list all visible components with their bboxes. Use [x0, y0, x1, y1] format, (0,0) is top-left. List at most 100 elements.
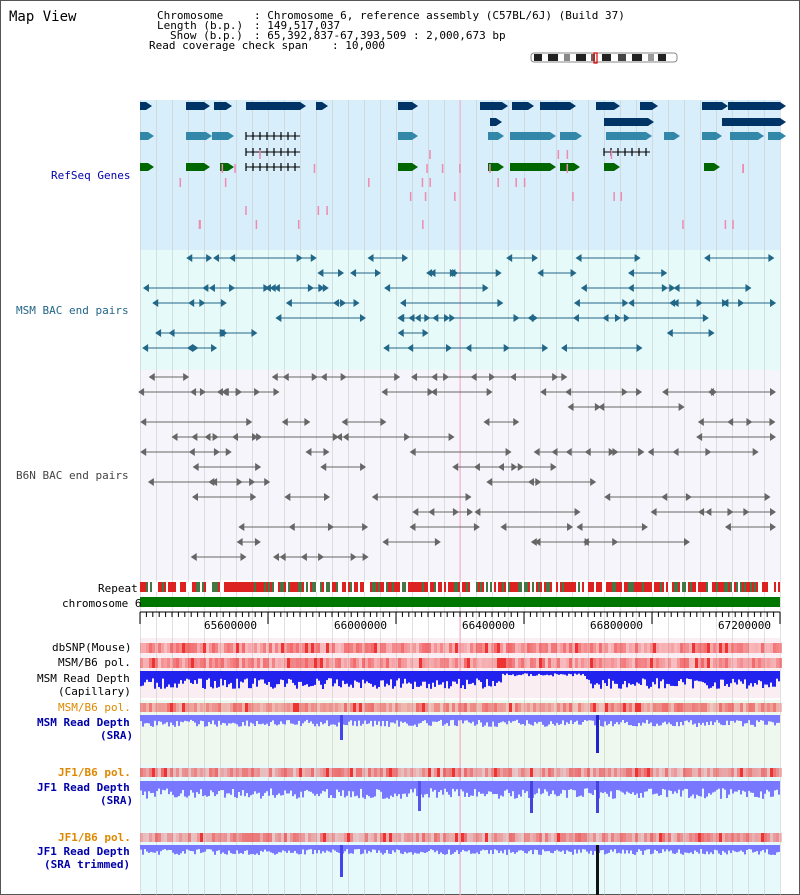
msm-depth-sra-bar	[724, 715, 726, 726]
repeat-segment	[162, 582, 164, 592]
jf1-depth-sra-label[interactable]: JF1 Read Depth	[37, 781, 130, 794]
msm-depth-cap-bar	[728, 671, 730, 687]
refseq-tick	[441, 164, 444, 173]
msm-pol-2-strip	[641, 703, 644, 712]
repeat-segment	[218, 582, 220, 592]
repeat-segment	[332, 582, 334, 592]
jf1-depth-trim-bar	[508, 845, 510, 850]
jf1-depth-sra-bar	[432, 781, 434, 792]
jf1-depth-trim-label[interactable]: JF1 Read Depth	[37, 845, 130, 858]
msm-pol-strip	[248, 658, 251, 668]
msm-pol-2-label[interactable]: MSM/B6 pol.	[58, 701, 131, 714]
jf1-pol-2-label[interactable]: JF1/B6 pol.	[58, 831, 131, 844]
refseq-arrow	[300, 102, 306, 110]
jf1-pol-1-label[interactable]: JF1/B6 pol.	[58, 766, 131, 779]
jf1-pol-1-strip	[581, 768, 584, 777]
jf1-pol-2-strip	[260, 833, 263, 842]
jf1-depth-trim-bar	[410, 845, 412, 853]
msm-depth-cap-bar	[366, 671, 368, 682]
msm-depth-cap-bar	[368, 671, 370, 683]
msm-pol-strip	[728, 658, 731, 668]
jf1-pol-1-strip	[728, 768, 731, 777]
jf1-depth-trim-bar	[756, 845, 758, 852]
msm-pol-strip	[608, 658, 611, 668]
b6n-bac-end	[752, 448, 759, 456]
jf1-pol-2-strip	[743, 833, 746, 842]
repeat-label[interactable]: Repeat	[98, 582, 138, 595]
msm-depth-sra-label[interactable]: MSM Read Depth	[37, 716, 130, 729]
gridline	[476, 100, 477, 895]
msm-pol-2-strip	[305, 703, 308, 712]
msm-bac-end	[221, 329, 228, 337]
jf1-depth-sra-bar	[324, 781, 326, 792]
msm-depth-cap-bar	[522, 671, 524, 675]
msm-depth-sra-bar	[582, 715, 584, 722]
msm-pol-strip	[143, 658, 146, 668]
dbsnp-strip	[431, 643, 434, 653]
jf1-pol-1-strip	[260, 768, 263, 777]
dbsnp-strip	[251, 643, 254, 653]
jf1-pol-2-strip	[212, 833, 215, 842]
msm-pol-label[interactable]: MSM/B6 pol.	[58, 656, 131, 669]
msm-pol-strip	[713, 658, 716, 668]
repeat-segment	[430, 582, 432, 592]
jf1-depth-sra-bar	[444, 781, 446, 789]
jf1-pol-2-strip	[395, 833, 398, 842]
repeat-segment	[566, 582, 568, 592]
msm-depth-cap-bar	[630, 671, 632, 685]
msm-depth-cap-label[interactable]: MSM Read Depth	[37, 672, 130, 685]
jf1-depth-trim-bar	[324, 845, 326, 853]
repeat-segment	[292, 582, 294, 592]
jf1-depth-trim-bar	[750, 845, 752, 850]
msm-depth-cap-bar	[552, 671, 554, 677]
jf1-depth-sra-bar	[286, 781, 288, 794]
repeat-segment	[314, 582, 316, 592]
repeat-segment	[572, 582, 574, 592]
msm-pol-strip	[416, 658, 419, 668]
msm-depth-sra-bar	[188, 715, 190, 722]
msm-bac-end	[322, 284, 329, 292]
jf1-pol-1-strip	[434, 768, 437, 777]
msm-depth-cap-bar	[190, 671, 192, 683]
msm-pol-2-strip	[656, 703, 659, 712]
jf1-depth-sra-bar	[772, 781, 774, 797]
msm-bac-label[interactable]: MSM BAC end pairs	[16, 304, 129, 317]
jf1-pol-2-strip	[227, 833, 230, 842]
jf1-depth-sra-bar	[564, 781, 566, 791]
msm-depth-sra-bar	[678, 715, 680, 727]
repeat-segment	[182, 582, 184, 592]
b6n-bac-label[interactable]: B6N BAC end pairs	[16, 469, 129, 482]
jf1-depth-sra-bar	[446, 781, 448, 792]
msm-bac-end	[211, 344, 218, 352]
repeat-segment	[506, 582, 508, 592]
jf1-pol-2-strip	[731, 833, 734, 842]
chromosome-ideogram[interactable]	[528, 52, 682, 64]
msm-depth-cap-bar	[462, 671, 464, 686]
repeat-segment	[690, 582, 692, 592]
jf1-pol-2-strip	[311, 833, 314, 842]
msm-depth-cap-bar	[336, 671, 338, 680]
chromosome-track-label[interactable]: chromosome 6	[62, 597, 142, 610]
msm-pol-strip	[215, 658, 218, 668]
msm-depth-cap-bar	[342, 671, 344, 681]
msm-pol-strip	[167, 658, 170, 668]
msm-bac-end	[628, 269, 635, 277]
msm-bac-end	[353, 299, 360, 307]
jf1-depth-sra-bar	[404, 781, 406, 794]
msm-pol-2-strip	[512, 703, 515, 712]
msm-pol-strip	[734, 658, 737, 668]
msm-depth-sra-bar	[480, 715, 482, 723]
dbsnp-label[interactable]: dbSNP(Mouse)	[52, 641, 132, 654]
msm-pol-strip	[560, 658, 563, 668]
jf1-depth-trim-bar	[492, 845, 494, 854]
jf1-depth-trim-bar	[338, 845, 340, 853]
jf1-depth-trim-bar	[248, 845, 250, 855]
jf1-pol-2-strip	[494, 833, 497, 842]
repeat-segment	[524, 582, 526, 592]
msm-depth-cap-bar	[512, 671, 514, 675]
refseq-genes-label[interactable]: RefSeq Genes	[51, 169, 131, 182]
refseq-tick	[199, 220, 201, 229]
repeat-segment	[642, 582, 644, 592]
dbsnp-strip	[668, 643, 671, 653]
